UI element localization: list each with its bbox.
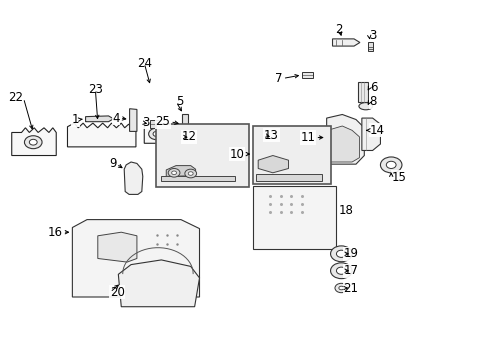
Circle shape <box>338 286 343 290</box>
Circle shape <box>184 169 196 178</box>
Text: 3: 3 <box>142 116 149 129</box>
Bar <box>253 126 330 184</box>
Text: 2: 2 <box>335 23 343 36</box>
Text: 21: 21 <box>343 282 358 294</box>
Polygon shape <box>118 260 199 307</box>
Text: 1: 1 <box>72 113 79 126</box>
Text: 6: 6 <box>369 81 376 94</box>
Text: 16: 16 <box>47 226 62 239</box>
Polygon shape <box>361 118 380 150</box>
Polygon shape <box>302 72 312 78</box>
Circle shape <box>171 171 176 175</box>
Polygon shape <box>129 109 137 131</box>
Polygon shape <box>161 176 234 181</box>
Circle shape <box>168 168 180 177</box>
Circle shape <box>148 128 164 140</box>
Polygon shape <box>258 156 288 173</box>
Text: 11: 11 <box>300 131 315 144</box>
Polygon shape <box>367 42 372 51</box>
Polygon shape <box>332 39 359 46</box>
Text: 7: 7 <box>275 72 282 85</box>
Circle shape <box>386 161 395 168</box>
Polygon shape <box>98 232 137 262</box>
Text: 13: 13 <box>264 129 278 141</box>
Text: 23: 23 <box>88 83 102 96</box>
Circle shape <box>330 263 351 279</box>
Circle shape <box>380 157 401 173</box>
Circle shape <box>171 134 178 139</box>
Text: 14: 14 <box>369 124 384 137</box>
Polygon shape <box>12 128 56 156</box>
Polygon shape <box>72 220 199 297</box>
Text: 4: 4 <box>112 112 120 125</box>
Text: 15: 15 <box>390 171 405 184</box>
Polygon shape <box>357 82 367 102</box>
Circle shape <box>334 283 347 293</box>
Text: 24: 24 <box>137 57 151 69</box>
Polygon shape <box>256 174 321 181</box>
Circle shape <box>336 267 346 274</box>
Bar <box>182 114 188 130</box>
Text: 18: 18 <box>338 204 352 217</box>
Circle shape <box>167 131 183 143</box>
Polygon shape <box>326 114 364 164</box>
Ellipse shape <box>358 103 372 110</box>
Polygon shape <box>85 116 113 122</box>
Circle shape <box>336 250 346 257</box>
Text: 3: 3 <box>368 29 376 42</box>
Circle shape <box>180 135 186 139</box>
Circle shape <box>330 246 351 262</box>
Polygon shape <box>329 126 359 162</box>
Text: 25: 25 <box>155 115 170 128</box>
Circle shape <box>29 139 37 145</box>
Polygon shape <box>253 186 336 249</box>
Text: 9: 9 <box>109 157 116 170</box>
Polygon shape <box>144 123 168 143</box>
Polygon shape <box>124 162 142 194</box>
Text: 8: 8 <box>369 95 376 108</box>
Text: 5: 5 <box>176 95 183 108</box>
Bar <box>155 124 249 187</box>
Text: 10: 10 <box>229 148 244 161</box>
Circle shape <box>177 132 189 141</box>
Circle shape <box>188 172 193 175</box>
Circle shape <box>153 131 160 136</box>
Bar <box>150 120 159 128</box>
Text: 22: 22 <box>8 91 23 104</box>
Polygon shape <box>67 123 136 147</box>
Text: 12: 12 <box>182 130 197 143</box>
Circle shape <box>24 136 42 149</box>
Text: 20: 20 <box>110 286 124 299</box>
Polygon shape <box>166 166 195 176</box>
Text: 19: 19 <box>343 247 358 260</box>
Text: 17: 17 <box>343 264 358 277</box>
